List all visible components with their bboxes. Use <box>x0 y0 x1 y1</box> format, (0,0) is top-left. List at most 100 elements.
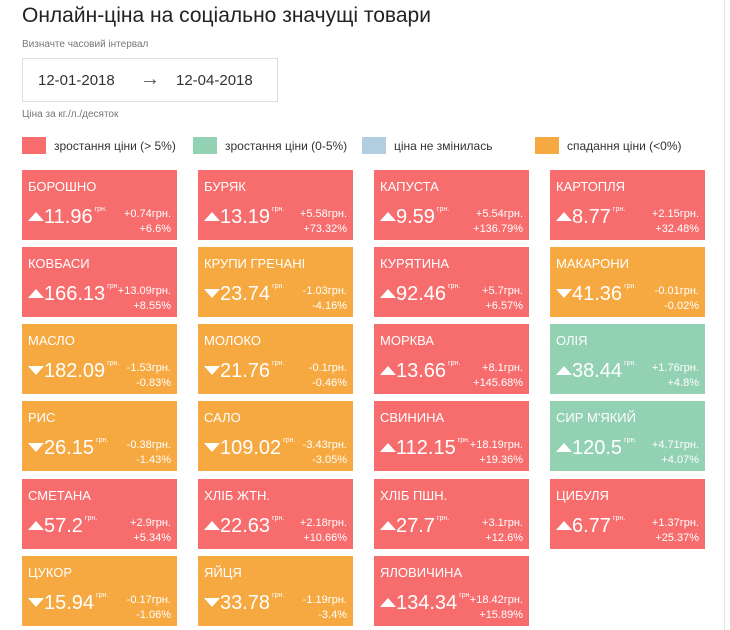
currency: грн. <box>624 360 637 367</box>
price-change: +1.76грн. <box>651 362 699 374</box>
currency: грн. <box>107 283 120 290</box>
trend-arrow <box>28 289 44 298</box>
date-from[interactable]: 12-01-2018 <box>38 72 115 89</box>
product-tile[interactable]: ЯЛОВИЧИНА 134.34 грн. +18.42грн. +15.89% <box>374 556 529 626</box>
percent-change: +136.79% <box>473 223 523 235</box>
price: 112.15 <box>396 437 456 459</box>
product-tile[interactable]: КОВБАСИ 166.13 грн. +13.09грн. +8.55% <box>22 247 177 317</box>
product-name: КРУПИ ГРЕЧАНІ <box>204 256 306 271</box>
product-tile[interactable]: СМЕТАНА 57.2 грн. +2.9грн. +5.34% <box>22 479 177 549</box>
percent-change: -1.06% <box>136 609 171 621</box>
price: 182.09 <box>44 360 106 382</box>
product-tile[interactable]: БОРОШНО 11.96 грн. +0.74грн. +6.6% <box>22 170 177 240</box>
legend-label: ціна не змінилась <box>394 139 493 153</box>
trend-arrow <box>28 443 44 452</box>
currency: грн. <box>272 206 285 213</box>
product-tile[interactable]: КАРТОПЛЯ 8.77 грн. +2.15грн. +32.48% <box>550 170 705 240</box>
trend-arrow <box>380 289 396 298</box>
price-change: +13.09грн. <box>117 285 171 297</box>
range-arrow: → <box>140 68 160 90</box>
trend-arrow <box>556 212 572 221</box>
product-name: РИС <box>28 410 56 425</box>
product-tile[interactable]: КРУПИ ГРЕЧАНІ 23.74 грн. -1.03грн. -4.16% <box>198 247 353 317</box>
price-change: -3.43грн. <box>302 439 347 451</box>
product-tile[interactable]: БУРЯК 13.19 грн. +5.58грн. +73.32% <box>198 170 353 240</box>
price-change: +1.37грн. <box>651 517 699 529</box>
percent-change: -4.16% <box>312 300 347 312</box>
currency: грн. <box>272 515 285 522</box>
product-tile[interactable]: МАКАРОНИ 41.36 грн. -0.01грн. -0.02% <box>550 247 705 317</box>
scrollbar[interactable] <box>724 0 730 630</box>
product-tile[interactable]: СИР М'ЯКИЙ 120.5 грн. +4.71грн. +4.07% <box>550 401 705 471</box>
percent-change: +8.55% <box>133 300 171 312</box>
price: 33.78 <box>220 592 271 614</box>
legend-swatch <box>535 137 559 154</box>
date-range-box[interactable] <box>22 58 278 102</box>
product-name: БОРОШНО <box>28 179 97 194</box>
product-tile[interactable]: КАПУСТА 9.59 грн. +5.54грн. +136.79% <box>374 170 529 240</box>
price: 38.44 <box>572 360 623 382</box>
price-change: +2.18грн. <box>299 517 347 529</box>
product-name: СВИНИНА <box>380 410 445 425</box>
trend-arrow <box>556 443 572 452</box>
product-tile[interactable]: ХЛІБ ЖТН. 22.63 грн. +2.18грн. +10.66% <box>198 479 353 549</box>
product-tile[interactable]: МОЛОКО 21.76 грн. -0.1грн. -0.46% <box>198 324 353 394</box>
legend-swatch <box>193 137 217 154</box>
product-name: ЦУКОР <box>28 565 73 580</box>
product-name: ХЛІБ ЖТН. <box>204 488 271 503</box>
price-change: -0.1грн. <box>308 362 347 374</box>
currency: грн. <box>272 360 285 367</box>
legend-swatch <box>362 137 386 154</box>
price: 134.34 <box>396 592 458 614</box>
legend-label: спадання ціни (<0%) <box>567 139 682 153</box>
price-change: -1.19грн. <box>302 594 347 606</box>
trend-arrow <box>204 289 220 298</box>
price: 166.13 <box>44 283 106 305</box>
trend-arrow <box>28 212 44 221</box>
price: 22.63 <box>220 515 271 537</box>
product-tile[interactable]: ЦИБУЛЯ 6.77 грн. +1.37грн. +25.37% <box>550 479 705 549</box>
product-name: КАРТОПЛЯ <box>556 179 626 194</box>
product-name: КОВБАСИ <box>28 256 90 271</box>
product-tile[interactable]: СВИНИНА 112.15 грн. +18.19грн. +19.36% <box>374 401 529 471</box>
price: 13.19 <box>220 206 271 228</box>
price: 41.36 <box>572 283 623 305</box>
product-name: БУРЯК <box>204 179 246 194</box>
percent-change: +73.32% <box>303 223 347 235</box>
product-tile[interactable]: МАСЛО 182.09 грн. -1.53грн. -0.83% <box>22 324 177 394</box>
product-name: КАПУСТА <box>380 179 439 194</box>
product-tile[interactable]: САЛО 109.02 грн. -3.43грн. -3.05% <box>198 401 353 471</box>
date-to[interactable]: 12-04-2018 <box>176 72 253 89</box>
product-tile[interactable]: ЯЙЦЯ 33.78 грн. -1.19грн. -3.4% <box>198 556 353 626</box>
percent-change: -0.02% <box>664 300 699 312</box>
price-change: -1.03грн. <box>302 285 347 297</box>
product-tile[interactable]: КУРЯТИНА 92.46 грн. +5.7грн. +6.57% <box>374 247 529 317</box>
price-change: +5.54грн. <box>475 208 523 220</box>
percent-change: +145.68% <box>473 377 523 389</box>
product-tile[interactable]: РИС 26.15 грн. -0.38грн. -1.43% <box>22 401 177 471</box>
legend-swatch <box>22 137 46 154</box>
product-tile[interactable]: ОЛІЯ 38.44 грн. +1.76грн. +4.8% <box>550 324 705 394</box>
currency: грн. <box>283 437 296 444</box>
legend-label: зростання ціни (0-5%) <box>225 139 348 153</box>
price: 11.96 <box>44 206 93 228</box>
product-name: МАСЛО <box>28 333 75 348</box>
trend-arrow <box>380 521 396 530</box>
price: 27.7 <box>396 515 435 537</box>
product-tile[interactable]: МОРКВА 13.66 грн. +8.1грн. +145.68% <box>374 324 529 394</box>
product-name: МОЛОКО <box>204 333 261 348</box>
trend-arrow <box>28 366 44 375</box>
currency: грн. <box>457 437 470 444</box>
price-change: +18.42грн. <box>469 594 523 606</box>
product-tile[interactable]: ХЛІБ ПШН. 27.7 грн. +3.1грн. +12.6% <box>374 479 529 549</box>
price-change: -1.53грн. <box>126 362 171 374</box>
product-tile[interactable]: ЦУКОР 15.94 грн. -0.17грн. -1.06% <box>22 556 177 626</box>
trend-arrow <box>204 598 220 607</box>
price-change: +0.74грн. <box>123 208 171 220</box>
trend-arrow <box>380 366 396 375</box>
price-change: -0.17грн. <box>126 594 171 606</box>
price-change: -0.38грн. <box>126 439 171 451</box>
trend-arrow <box>556 366 572 375</box>
price-change: -0.01грн. <box>654 285 699 297</box>
